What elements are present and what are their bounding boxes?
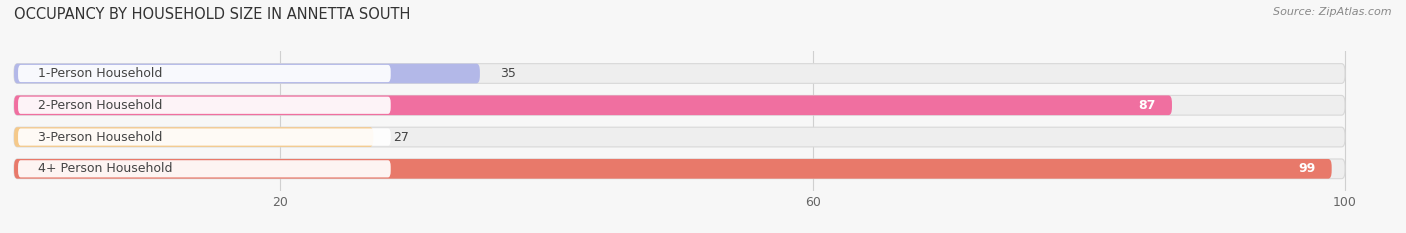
FancyBboxPatch shape (14, 159, 1346, 179)
Text: 1-Person Household: 1-Person Household (38, 67, 162, 80)
FancyBboxPatch shape (14, 64, 1346, 83)
Text: Source: ZipAtlas.com: Source: ZipAtlas.com (1274, 7, 1392, 17)
FancyBboxPatch shape (14, 96, 1346, 115)
Text: 87: 87 (1139, 99, 1156, 112)
FancyBboxPatch shape (14, 127, 1346, 147)
FancyBboxPatch shape (18, 65, 391, 82)
Text: 99: 99 (1299, 162, 1316, 175)
Text: 27: 27 (394, 130, 409, 144)
Text: 3-Person Household: 3-Person Household (38, 130, 162, 144)
FancyBboxPatch shape (18, 160, 391, 177)
Text: 35: 35 (501, 67, 516, 80)
FancyBboxPatch shape (14, 159, 1331, 179)
Text: OCCUPANCY BY HOUSEHOLD SIZE IN ANNETTA SOUTH: OCCUPANCY BY HOUSEHOLD SIZE IN ANNETTA S… (14, 7, 411, 22)
FancyBboxPatch shape (18, 128, 391, 146)
FancyBboxPatch shape (14, 127, 374, 147)
FancyBboxPatch shape (14, 96, 1173, 115)
Text: 2-Person Household: 2-Person Household (38, 99, 162, 112)
FancyBboxPatch shape (14, 64, 479, 83)
FancyBboxPatch shape (18, 97, 391, 114)
Text: 4+ Person Household: 4+ Person Household (38, 162, 173, 175)
